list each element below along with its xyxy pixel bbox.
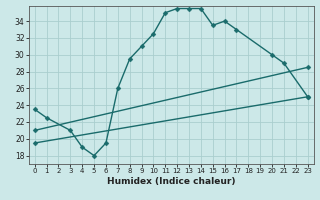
X-axis label: Humidex (Indice chaleur): Humidex (Indice chaleur): [107, 177, 236, 186]
